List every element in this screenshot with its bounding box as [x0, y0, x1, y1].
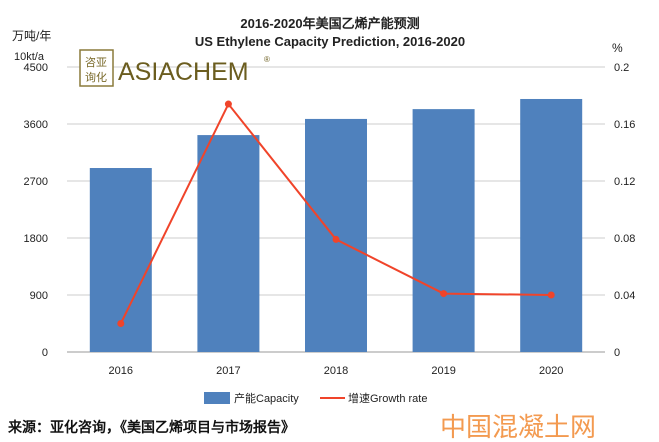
y2-tick-label: 0.2 [614, 62, 629, 74]
bar-2019 [412, 109, 475, 352]
x-tick-label: 2018 [324, 365, 348, 377]
x-tick-label: 2017 [216, 365, 240, 377]
y-axis-label-en: 10kt/a [14, 51, 45, 63]
legend-capacity-label: 产能Capacity [234, 391, 299, 405]
growth-point-2016 [117, 320, 125, 327]
bar-2020 [520, 98, 583, 352]
y-tick-label: 900 [30, 290, 48, 302]
logo-seal-text: 询化 [85, 70, 107, 84]
growth-point-2018 [332, 235, 340, 243]
y2-axis-label: % [612, 41, 623, 55]
y2-tick-label: 0.04 [614, 290, 635, 302]
y-axis-label-cn: 万吨/年 [12, 29, 51, 43]
growth-point-2020 [547, 291, 555, 299]
logo-text: ASIACHEM [118, 58, 249, 86]
watermark: 中国混凝土网 [440, 412, 596, 442]
chart-title: 2016-2020年美国乙烯产能预测 [240, 16, 419, 31]
y-tick-label: 4500 [24, 62, 48, 74]
logo: 咨亚 询化 ASIACHEM ® [79, 49, 270, 87]
chart-subtitle: US Ethylene Capacity Prediction, 2016-20… [195, 34, 465, 49]
x-tick-label: 2019 [431, 365, 455, 377]
logo-seal-text: 咨亚 [85, 55, 107, 69]
y2-tick-label: 0.16 [614, 119, 635, 131]
y2-tick-label: 0.08 [614, 233, 635, 245]
y-tick-label: 3600 [24, 119, 48, 131]
x-tick-label: 2016 [109, 365, 133, 377]
y-tick-label: 0 [42, 347, 48, 359]
logo-mark: ® [264, 55, 270, 64]
logo-seal [79, 49, 114, 87]
legend-growth-label: 增速Growth rate [348, 391, 427, 405]
bar-2017 [197, 135, 260, 352]
y-tick-label: 1800 [24, 233, 48, 245]
y2-tick-label: 0 [614, 347, 620, 359]
source-note: 来源：亚化咨询，《美国乙烯项目与市场报告》 [7, 419, 295, 435]
x-tick-label: 2020 [539, 365, 563, 377]
growth-point-2017 [224, 100, 232, 108]
y2-tick-label: 0.12 [614, 176, 635, 188]
legend: 产能Capacity 增速Growth rate [204, 391, 427, 405]
bar-2018 [305, 118, 367, 352]
y-tick-label: 2700 [24, 176, 48, 188]
legend-capacity-swatch [204, 392, 230, 404]
growth-point-2019 [440, 290, 448, 298]
